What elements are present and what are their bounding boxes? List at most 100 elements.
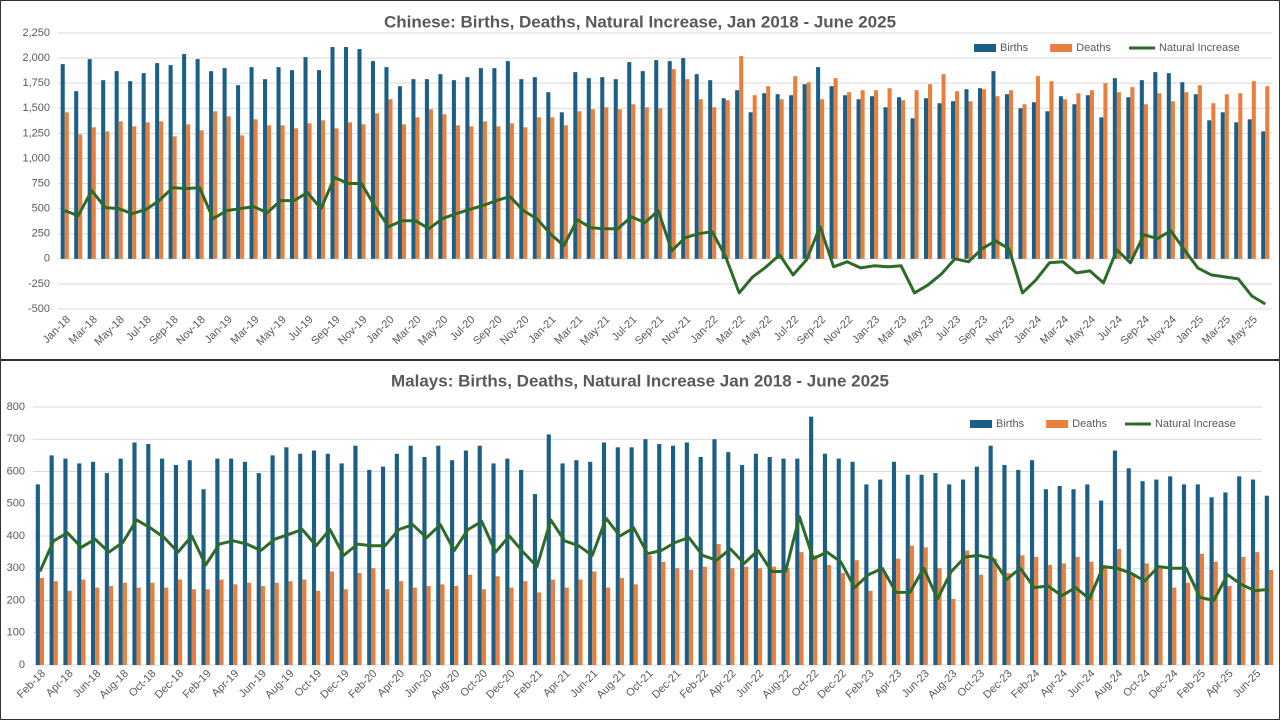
bar [588,461,593,665]
bar [388,99,393,259]
bar [843,95,848,259]
bar [767,456,772,665]
bar [64,112,69,259]
bar [371,568,376,665]
legend-swatch [1046,420,1069,428]
bar [604,107,609,259]
x-tick-label: Aug-19 [263,668,297,702]
bar [49,455,54,665]
bar [290,70,295,259]
bar [39,577,45,665]
x-tick-label: Feb-22 [678,668,711,701]
bar [428,109,433,259]
bar [159,121,164,259]
bar [209,71,214,259]
bar [933,473,938,665]
x-tick-label: Jan-24 [1012,314,1044,346]
line [38,515,1270,602]
x-tick-label: Dec-19 [318,668,352,702]
bar [809,416,814,665]
bar [1180,82,1185,259]
y-tick-label: 700 [7,433,25,445]
legend-swatch [1050,44,1073,52]
bar [941,74,946,259]
bar [469,126,474,259]
bar [436,445,441,665]
bar [988,445,993,665]
x-tick-label: Feb-21 [512,668,545,701]
bar [762,93,767,259]
bar [829,86,834,259]
bar [205,589,210,665]
x-tick-label: Apr-25 [1204,668,1236,700]
bar [177,579,183,665]
bar [385,589,390,665]
y-tick-label: -500 [28,303,50,315]
bar [860,90,865,259]
x-tick-label: Apr-18 [44,668,76,700]
bar [454,585,459,665]
x-tick-label: Jan-22 [688,314,720,346]
bar [155,63,160,259]
bar [1047,565,1053,665]
y-tick-label: 300 [7,562,25,574]
bar [744,566,749,665]
bar [60,64,65,259]
x-tick-label: Feb-18 [15,668,48,701]
bar [1220,112,1225,259]
y-tick-label: 500 [32,203,50,215]
x-tick-label: Aug-20 [429,668,463,702]
bar [455,125,460,259]
bar [1265,86,1270,259]
bar [1072,104,1077,259]
bar [1049,81,1054,259]
x-tick-label: Sep-22 [795,314,829,348]
bar [182,54,187,259]
bar [802,84,807,259]
chart-title: Chinese: Births, Deaths, Natural Increas… [384,12,896,31]
bar [563,125,568,259]
y-tick-label: 2,250 [22,27,50,39]
bar [1057,486,1062,665]
bar [1126,97,1131,259]
bar [284,447,289,665]
bar [854,560,859,665]
bar [896,558,901,665]
x-tick-label: Feb-25 [1175,668,1208,701]
bar [725,100,730,259]
x-tick-label: Sep-23 [957,314,991,348]
bar [1181,484,1187,665]
bar [77,463,82,665]
x-tick-label: May-20 [416,314,450,348]
bar [739,56,744,259]
bar [1117,548,1122,665]
y-tick-label: 500 [7,498,25,510]
bar [1035,76,1040,259]
bar [654,60,659,259]
bar [644,107,649,259]
bar [847,92,852,259]
x-tick-label: Feb-19 [181,668,214,701]
bar [730,568,735,665]
bar [799,552,804,665]
bar [276,67,281,259]
bar [909,545,915,665]
bar [146,444,151,665]
bar [256,473,261,665]
y-tick-label: 2,000 [22,52,50,64]
bar [955,91,960,259]
bar [438,74,443,259]
x-tick-label: Nov-22 [822,314,856,348]
x-tick-label: Sep-19 [309,314,343,348]
bar [465,77,470,259]
bar [150,582,155,665]
bar [496,126,501,259]
bar [401,124,407,259]
bar [878,479,883,665]
x-tick-label: May-25 [1226,314,1260,348]
bar [757,568,763,665]
x-tick-label: Jan-20 [364,314,396,346]
bar [1031,102,1036,259]
bar [1154,479,1159,665]
bar [298,453,303,665]
